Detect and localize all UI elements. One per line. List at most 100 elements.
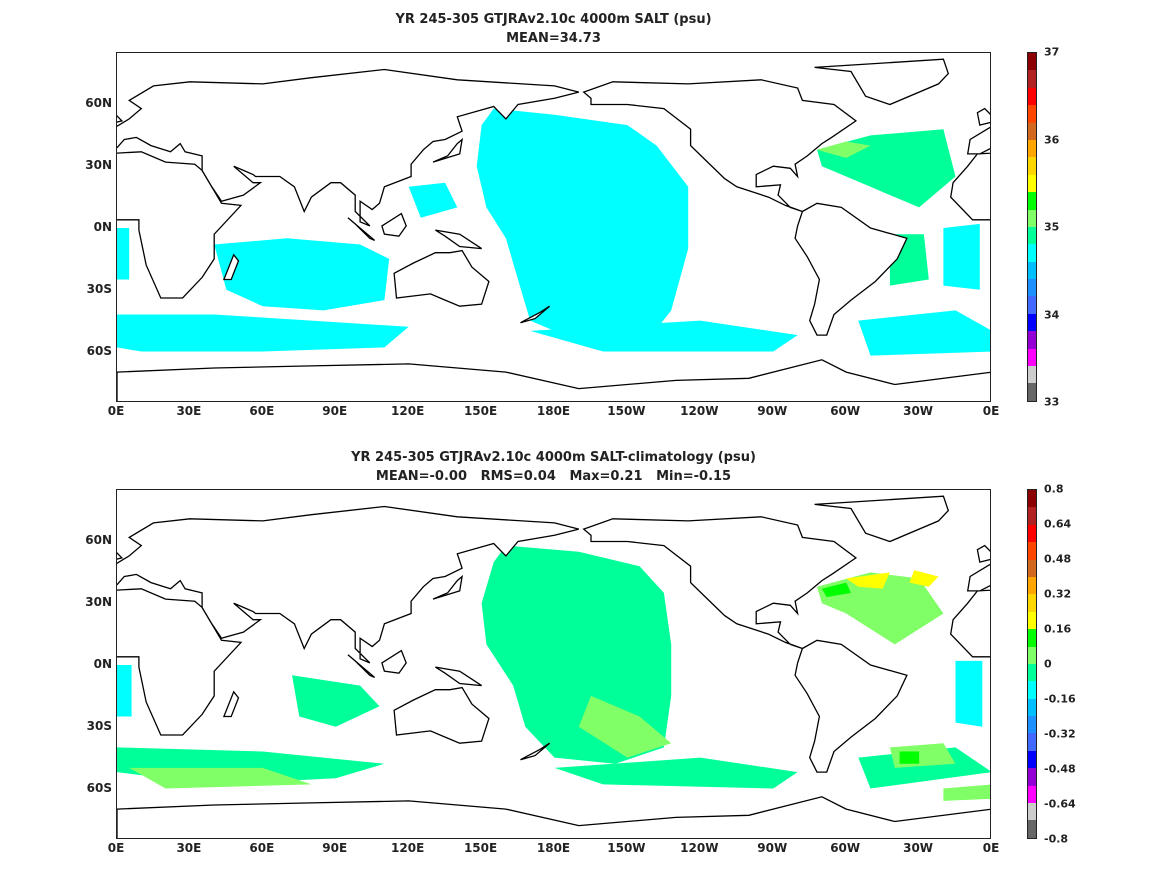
y-tick-label: 30N — [85, 595, 112, 610]
value-region — [292, 675, 380, 727]
value-region — [481, 545, 672, 764]
coastline-uk — [976, 107, 990, 126]
coastline-antarctica — [117, 796, 990, 838]
colorbar-label: 0.8 — [1044, 482, 1064, 496]
coastline-eurasia — [966, 126, 990, 155]
top-panel-title: YR 245-305 GTJRAv2.10c 4000m SALT (psu) — [395, 12, 712, 27]
x-tick-label: 0E — [982, 841, 1000, 855]
colorbar-bin — [1028, 733, 1036, 751]
colorbar-bin — [1028, 663, 1036, 682]
colorbar-bin — [1028, 559, 1036, 577]
coastline-madagascar — [222, 253, 240, 281]
bottom-map-plot — [116, 489, 991, 839]
y-tick-label: 60S — [86, 343, 112, 358]
bottom-panel-subtitle: MEAN=-0.00 RMS=0.04 Max=0.21 Min=-0.15 — [375, 469, 732, 484]
y-tick-label: 0N — [93, 657, 112, 671]
coastline-africa — [117, 151, 243, 299]
colorbar-bin — [1028, 750, 1036, 769]
colorbar-label: -0.8 — [1044, 832, 1069, 846]
coastline-africa — [950, 152, 990, 221]
y-tick-label: 0N — [93, 220, 112, 234]
colorbar-bin — [1028, 490, 1036, 508]
colorbar-bin — [1028, 820, 1036, 838]
colorbar-bin — [1028, 105, 1036, 123]
top-panel-subtitle: MEAN=34.73 — [506, 31, 601, 46]
top-colorbar — [1027, 52, 1037, 402]
colorbar-bin — [1028, 244, 1036, 262]
coastline-australia — [393, 686, 490, 744]
value-region — [817, 141, 871, 158]
colorbar-bin — [1028, 348, 1036, 367]
colorbar-bin — [1028, 629, 1036, 647]
colorbar-label: 0.64 — [1044, 517, 1072, 531]
colorbar-bin — [1028, 70, 1036, 88]
value-region — [909, 570, 939, 587]
value-region — [943, 223, 980, 290]
colorbar-bin — [1028, 803, 1036, 821]
y-tick-label: 60S — [86, 780, 112, 795]
x-tick-label: 30E — [176, 841, 202, 855]
colorbar-bin — [1028, 681, 1036, 699]
value-region — [817, 129, 956, 208]
x-tick-label: 180E — [536, 404, 571, 418]
coastline-sumatra — [347, 217, 376, 241]
colorbar-bin — [1028, 383, 1036, 401]
colorbar-bin — [1028, 542, 1036, 560]
colorbar-bin — [1028, 524, 1036, 543]
value-region — [943, 784, 990, 801]
colorbar-label: 36 — [1044, 133, 1060, 146]
coastline-namerica — [582, 79, 858, 213]
x-tick-label: 60W — [830, 404, 861, 418]
coastline-samerica — [794, 202, 908, 336]
x-tick-label: 90E — [322, 841, 348, 855]
y-tick-label: 30N — [85, 158, 112, 173]
colorbar-bin — [1028, 768, 1036, 786]
coastline-madagascar — [222, 690, 240, 718]
coastline-newguinea — [435, 229, 482, 250]
x-tick-label: 120E — [391, 841, 425, 855]
coastline-borneo — [381, 649, 407, 674]
value-region — [821, 582, 851, 598]
coastline-uk — [976, 544, 990, 563]
colorbar-label: -0.64 — [1044, 797, 1076, 811]
colorbar-bin — [1028, 157, 1036, 175]
colorbar-bin — [1028, 53, 1036, 71]
coastline-eurasia — [966, 563, 990, 592]
x-tick-label: 120E — [391, 404, 425, 418]
x-tick-label: 0E — [107, 404, 125, 418]
colorbar-label: 34 — [1044, 308, 1060, 321]
colorbar-bin — [1028, 716, 1036, 734]
coastline-samerica — [794, 639, 908, 773]
y-tick-label: 30S — [86, 718, 112, 733]
x-tick-label: 180E — [536, 841, 571, 855]
top-map-svg — [117, 58, 990, 401]
colorbar-bin — [1028, 209, 1036, 227]
x-tick-label: 150E — [463, 841, 498, 855]
coastline-africa — [117, 588, 243, 736]
x-tick-label: 120W — [680, 841, 719, 855]
coastline-namerica — [582, 516, 858, 650]
colorbar-label: 0.48 — [1044, 552, 1072, 566]
coastline-australia — [393, 249, 490, 307]
colorbar-bin — [1028, 366, 1036, 384]
colorbar-label: 35 — [1044, 220, 1060, 234]
colorbar-bin — [1028, 594, 1036, 612]
colorbar-bin — [1028, 174, 1036, 193]
value-region — [955, 660, 983, 727]
coastline-japan — [432, 574, 464, 600]
colorbar-label: 0 — [1044, 657, 1052, 671]
x-tick-label: 60E — [249, 841, 275, 855]
value-region — [476, 108, 689, 342]
x-tick-label: 60E — [249, 404, 275, 418]
colorbar-bin — [1028, 507, 1036, 525]
colorbar-bin — [1028, 87, 1036, 106]
x-tick-label: 150W — [607, 841, 646, 855]
colorbar-bin — [1028, 611, 1036, 630]
coastline-greenland — [814, 58, 950, 106]
value-region — [117, 665, 132, 717]
colorbar-bin — [1028, 296, 1036, 314]
x-tick-label: 120W — [680, 404, 719, 418]
value-region — [214, 238, 390, 311]
x-tick-label: 0E — [107, 841, 125, 855]
colorbar-bin — [1028, 192, 1036, 210]
